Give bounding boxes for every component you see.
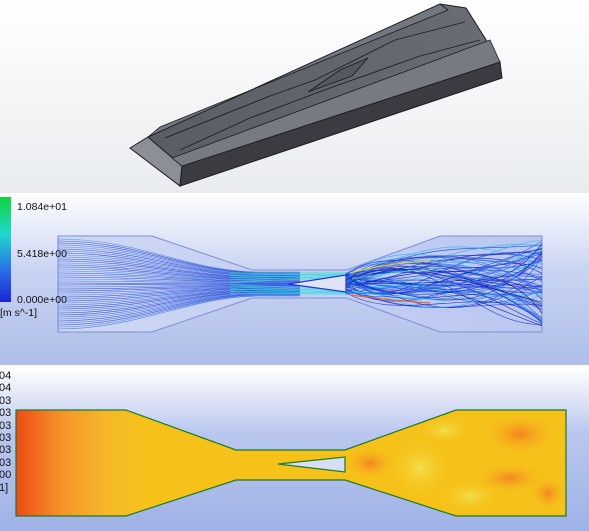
streamline [229, 275, 351, 281]
streamline [345, 260, 542, 288]
streamline [58, 262, 300, 279]
streamline [58, 286, 300, 294]
streamline [58, 288, 300, 302]
cad-channel-line [179, 39, 481, 151]
velocity-wedge [287, 274, 347, 293]
streamline [58, 264, 300, 280]
streamline [229, 288, 351, 293]
streamline [58, 295, 300, 328]
streamline [345, 270, 542, 318]
cad-rail-left [147, 3, 449, 138]
streamline [229, 273, 351, 276]
pressure-legend-tick: 03 [0, 407, 12, 420]
streamline [58, 246, 300, 275]
velocity-legend-min: 0.000e+00 [17, 294, 67, 306]
streamline [58, 268, 300, 281]
streamline [345, 285, 542, 293]
cad-rail-right [171, 39, 501, 167]
pressure-legend-tick: 04 [0, 382, 12, 395]
streamline [58, 294, 300, 326]
velocity-legend-max: 1.084e+01 [17, 201, 67, 213]
streamline [345, 262, 542, 295]
streamline [58, 248, 300, 275]
pressure-legend-tick: 03 [0, 419, 12, 432]
panel-separator [0, 365, 589, 368]
streamline [349, 294, 431, 304]
streamline [345, 292, 542, 326]
streamline [58, 282, 300, 285]
pressure-panel: 04 04 03 03 03 03 03 03 00 1] [0, 368, 589, 531]
streamline [229, 274, 351, 278]
pressure-pale-region [390, 438, 450, 498]
pressure-hot-spot [528, 475, 566, 511]
streamline [58, 283, 300, 286]
streamline [345, 250, 542, 295]
streamline [58, 287, 300, 300]
streamline [345, 245, 542, 293]
streamline [58, 289, 300, 308]
streamline [345, 268, 542, 304]
streamline [58, 292, 300, 318]
streamline [58, 280, 300, 284]
velocity-streamline-plot [0, 197, 543, 333]
velocity-legend-unit: [m s^-1] [0, 307, 38, 319]
streamline [229, 291, 351, 294]
streamline [345, 255, 542, 295]
pressure-legend-tick: 03 [0, 444, 12, 457]
streamline [345, 239, 542, 286]
streamline [58, 284, 300, 288]
streamline [58, 260, 300, 279]
streamline [349, 260, 431, 274]
pressure-legend-tick: 03 [0, 456, 12, 469]
streamline [345, 277, 542, 326]
pressure-legend-tick: 1] [0, 481, 9, 494]
pressure-hot-spot [480, 412, 560, 456]
pressure-contour-plot [15, 409, 567, 517]
streamline [58, 256, 300, 278]
streamline-group [58, 238, 542, 330]
streamline [345, 259, 542, 295]
streamline [351, 290, 446, 302]
velocity-panel: 1.084e+01 5.418e+00 0.000e+00 [m s^-1] [0, 193, 589, 365]
streamline [58, 291, 300, 316]
streamline [58, 276, 300, 283]
velocity-legend-mid: 5.418e+00 [17, 248, 67, 260]
streamline [58, 293, 300, 322]
cad-model-panel [0, 0, 589, 193]
streamline [58, 278, 300, 283]
streamline [345, 273, 542, 291]
pressure-legend-tick: 03 [0, 432, 12, 444]
pressure-pale-region [419, 416, 471, 444]
streamline [345, 271, 542, 312]
streamline [58, 238, 300, 273]
streamline [345, 238, 542, 308]
streamline [345, 243, 542, 285]
pressure-wedge [277, 456, 346, 473]
streamline [58, 290, 300, 310]
velocity-legend-bar [0, 197, 11, 302]
pressure-pale-region [440, 480, 500, 512]
streamline [351, 266, 446, 280]
streamline [58, 294, 300, 324]
streamline [345, 248, 542, 279]
streamline [58, 254, 300, 277]
cad-wedge [307, 57, 369, 93]
pressure-legend-tick: 03 [0, 394, 12, 407]
streamline [58, 272, 300, 282]
streamline [345, 251, 542, 294]
pressure-legend-tick: 00 [0, 469, 12, 482]
pressure-hot-spot [342, 445, 398, 481]
pressure-channel-outline [15, 409, 567, 517]
streamline [58, 270, 300, 281]
streamline [58, 295, 300, 330]
cad-channel-model [129, 3, 503, 187]
streamline [58, 240, 300, 273]
pressure-legend-tick: 04 [0, 370, 12, 382]
pressure-inlet-gradient [16, 410, 146, 516]
streamline [58, 285, 300, 292]
cad-channel-line [164, 21, 466, 139]
